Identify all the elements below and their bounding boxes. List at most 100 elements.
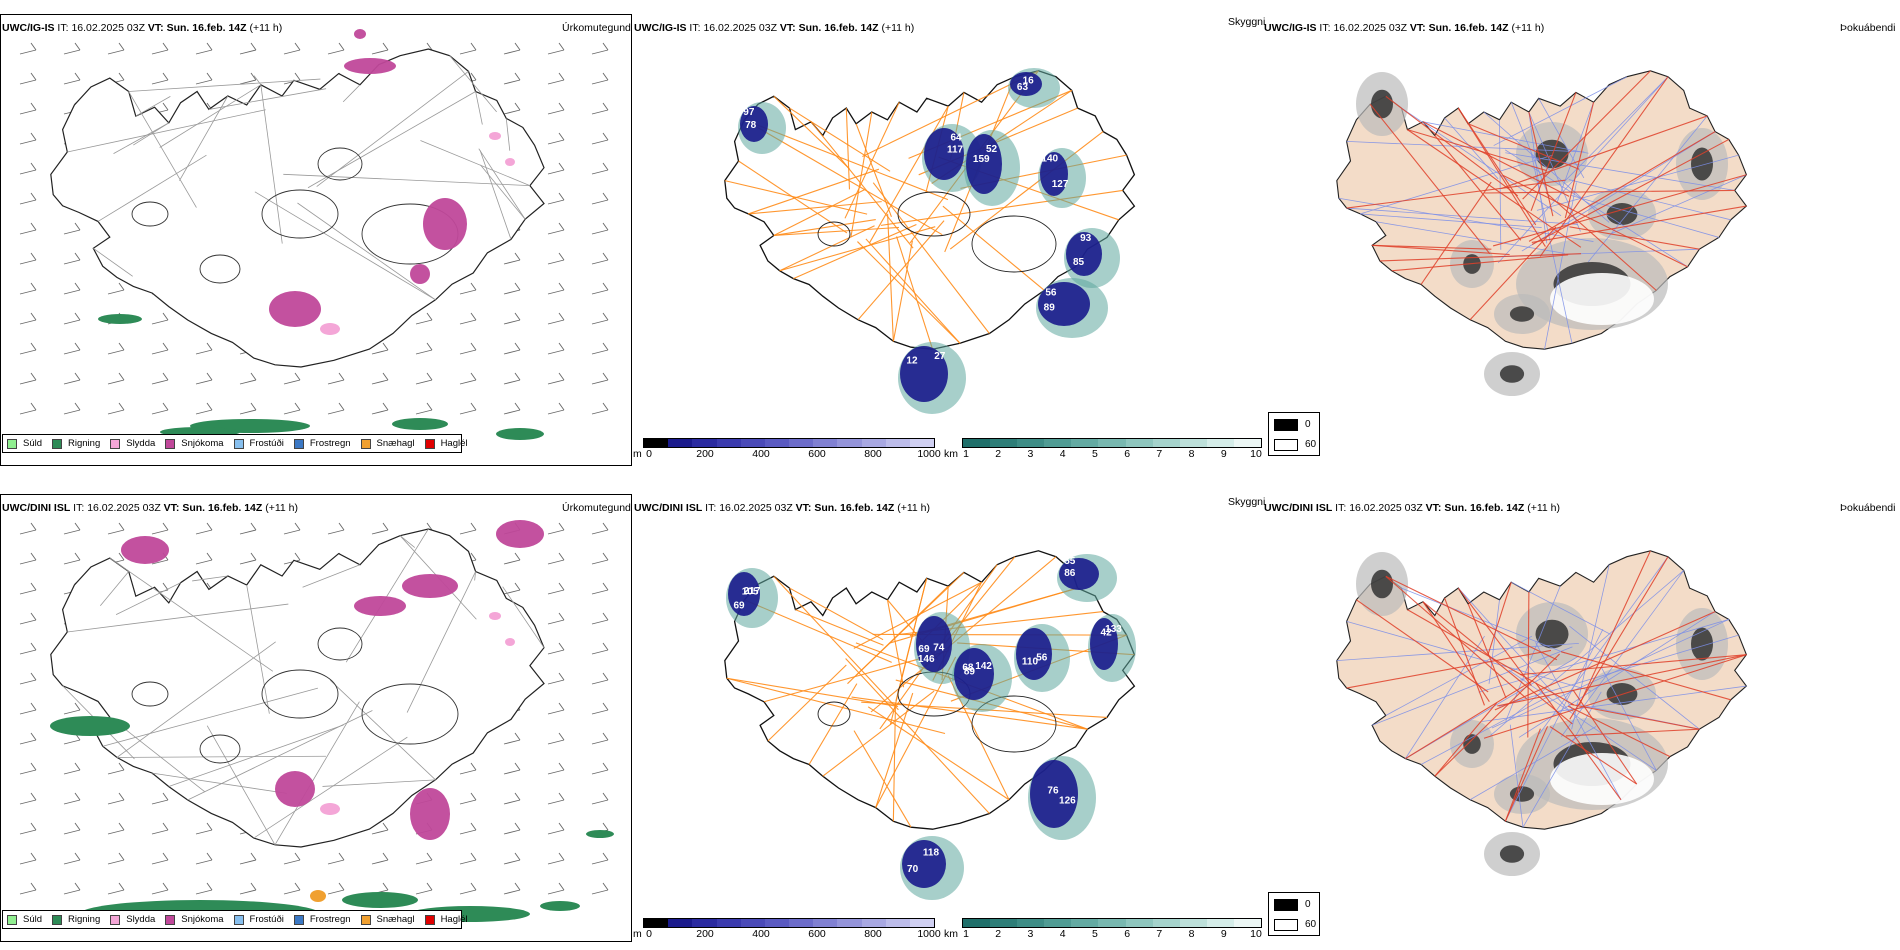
glacier-outline	[199, 734, 241, 764]
wind-barb-flag	[162, 822, 169, 831]
road-line	[1531, 205, 1747, 243]
road-line	[1422, 601, 1573, 725]
legend-label: Haglél	[440, 438, 468, 449]
wind-barb	[107, 49, 125, 55]
colorbar-tick-label: 7	[1156, 448, 1163, 460]
wind-barb	[459, 49, 477, 55]
cloud-base-value-label: 217	[744, 586, 761, 597]
wind-barb-flag	[118, 42, 125, 51]
wind-barb	[415, 319, 433, 325]
vt-label: VT:	[779, 22, 796, 34]
snow-area	[275, 771, 315, 807]
colorbar-segment	[1206, 439, 1234, 447]
sleet-area	[320, 803, 340, 815]
snow-area	[354, 29, 366, 39]
wind-barb-flag	[30, 702, 37, 711]
wind-barb-flag	[514, 792, 521, 801]
road-line	[116, 755, 326, 758]
wind-barb-flag	[206, 342, 213, 351]
wind-barb-flag	[470, 372, 477, 381]
legend-swatch	[110, 438, 121, 449]
wind-barb	[107, 889, 125, 895]
road-line	[93, 247, 133, 277]
fog-title: Þokuábendi	[1840, 502, 1896, 514]
cloud-base-value-label: 105	[742, 587, 759, 598]
wind-barb-flag	[162, 882, 169, 891]
wind-barb-flag	[382, 402, 389, 411]
road-line	[152, 772, 288, 794]
road-line	[779, 225, 875, 272]
lead-time: (+11 h)	[265, 502, 299, 514]
vt-value: Sun. 16.feb. 14Z	[1444, 502, 1525, 514]
it-label: IT:	[57, 22, 69, 34]
wind-barb-flag	[30, 822, 37, 831]
wind-barb-flag	[30, 642, 37, 651]
wind-barb-flag	[338, 372, 345, 381]
wind-barb	[107, 529, 125, 535]
road-line	[1483, 654, 1747, 739]
wind-barb	[19, 169, 37, 175]
river-line	[1504, 149, 1688, 268]
road-line	[1535, 682, 1622, 801]
wind-barb-flag	[118, 822, 125, 831]
wind-barb-flag	[514, 72, 521, 81]
wind-barb	[415, 349, 433, 355]
header-row2-precip: UWC/DINI ISL IT: 16.02.2025 03Z VT: Sun.…	[2, 502, 298, 514]
wind-barb-flag	[382, 342, 389, 351]
header-row2-cloud: UWC/DINI ISL IT: 16.02.2025 03Z VT: Sun.…	[634, 502, 930, 514]
wind-barb-flag	[74, 762, 81, 771]
wind-barb	[63, 709, 81, 715]
legend-item: Frostregn	[293, 438, 351, 449]
wind-barb	[239, 859, 257, 865]
wind-barb-flag	[426, 342, 433, 351]
wind-barb-flag	[30, 582, 37, 591]
wind-barb	[547, 259, 565, 265]
wind-barb-flag	[294, 552, 301, 561]
lead-time: (+11 h)	[1527, 502, 1561, 514]
legend-item: Rigning	[52, 914, 100, 925]
colorbar-segment	[668, 439, 693, 447]
wind-barb	[459, 769, 477, 775]
river-line	[1490, 570, 1684, 736]
low-cloud-base-area	[900, 346, 948, 402]
wind-barb	[503, 319, 521, 325]
wind-barb-flag	[514, 552, 521, 561]
wind-barb	[63, 409, 81, 415]
road-line	[342, 84, 361, 103]
wind-barb	[151, 559, 169, 565]
wind-barb-flag	[250, 372, 257, 381]
wind-barb	[459, 889, 477, 895]
wind-barb	[547, 139, 565, 145]
wind-barb	[107, 829, 125, 835]
rain-area	[496, 428, 544, 440]
cloud-base-value-label: 127	[1052, 179, 1069, 190]
road-line	[399, 535, 416, 548]
it-value: 16.02.2025 03Z	[719, 502, 793, 514]
wind-barb-flag	[558, 822, 565, 831]
road-line	[726, 677, 946, 735]
wind-barb-flag	[514, 582, 521, 591]
wind-barb	[19, 259, 37, 265]
road-line	[1528, 131, 1716, 242]
road-line	[1444, 597, 1485, 706]
rain-area	[586, 830, 614, 838]
wind-barb-flag	[294, 402, 301, 411]
wind-barb-flag	[558, 252, 565, 261]
wind-barb-flag	[118, 342, 125, 351]
iceland-coastline	[50, 48, 545, 368]
road-line	[1422, 121, 1570, 197]
road-line	[1434, 135, 1522, 241]
wind-barb	[503, 889, 521, 895]
wind-barb-flag	[338, 882, 345, 891]
wind-barb-flag	[558, 792, 565, 801]
road-line	[857, 220, 945, 321]
road-line	[1467, 603, 1507, 699]
colorbar-tick-label: 5	[1091, 928, 1098, 940]
sleet-area	[320, 323, 340, 335]
legend-item: Snæhagl	[360, 438, 415, 449]
wind-barb-flag	[470, 792, 477, 801]
snow-area	[410, 788, 450, 840]
river-line	[1371, 646, 1573, 726]
wind-barb	[239, 49, 257, 55]
wind-barb-flag	[74, 372, 81, 381]
